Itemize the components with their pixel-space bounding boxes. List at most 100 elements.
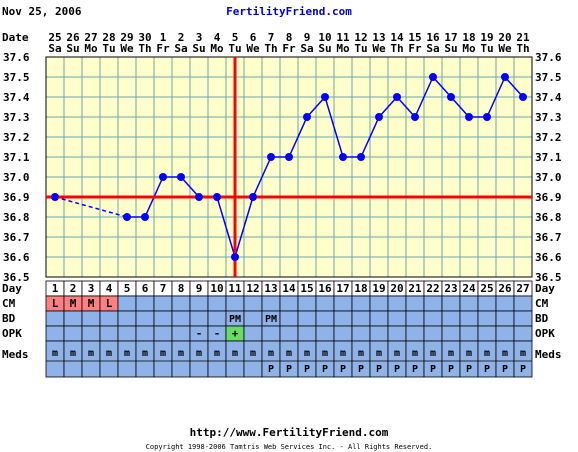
footer-url-link[interactable]: http://www.FertilityFriend.com	[190, 426, 389, 439]
date-day-number: 6	[250, 31, 257, 44]
temperature-point	[213, 193, 221, 201]
day-cell-value: 1	[52, 282, 59, 295]
meds-cell-bottom: P	[502, 364, 508, 375]
day-cell-value: 11	[228, 282, 242, 295]
cm-cell	[261, 295, 281, 312]
day-cell-value: 21	[408, 282, 422, 295]
plot-background	[46, 57, 532, 277]
temperature-point	[393, 93, 401, 101]
meds-cell	[81, 340, 101, 378]
day-cell-value: 18	[354, 282, 367, 295]
meds-cell	[135, 340, 155, 378]
date-day-number: 28	[102, 31, 115, 44]
date-weekday: Fr	[282, 42, 296, 55]
meds-cell	[117, 340, 137, 378]
date-weekday: We	[498, 42, 512, 55]
bd-cell	[315, 310, 335, 327]
cm-cell	[189, 295, 209, 312]
bd-cell	[351, 310, 371, 327]
cm-cell	[135, 295, 155, 312]
opk-cell	[495, 325, 515, 342]
opk-cell	[369, 325, 389, 342]
date-day-number: 3	[196, 31, 203, 44]
date-weekday: Su	[444, 42, 457, 55]
meds-cell-top: m	[430, 348, 436, 359]
temperature-point	[231, 253, 239, 261]
header-date: Nov 25, 2006	[2, 5, 82, 18]
meds-cell	[243, 340, 263, 378]
y-tick-label-right: 37.4	[535, 91, 562, 104]
day-cell-value: 22	[426, 282, 439, 295]
day-cell-value: 4	[106, 282, 113, 295]
day-cell-value: 2	[70, 282, 77, 295]
y-tick-label-right: 36.9	[535, 191, 562, 204]
y-tick-label-right: 37.0	[535, 171, 562, 184]
cm-row-label-left: CM	[2, 297, 16, 310]
opk-cell	[315, 325, 335, 342]
bd-cell	[45, 310, 65, 327]
bd-cell	[171, 310, 191, 327]
cm-cell	[423, 295, 443, 312]
temperature-point	[429, 73, 437, 81]
bd-cell	[207, 310, 227, 327]
y-tick-label-right: 37.5	[535, 71, 562, 84]
meds-cell-top: m	[160, 348, 166, 359]
meds-cell-top: m	[502, 348, 508, 359]
opk-cell	[135, 325, 155, 342]
opk-cell-value: -	[196, 327, 203, 340]
cm-cell	[369, 295, 389, 312]
date-day-number: 16	[426, 31, 440, 44]
date-weekday: Tu	[354, 42, 367, 55]
opk-cell-value: -	[214, 327, 221, 340]
meds-cell-top: m	[448, 348, 454, 359]
meds-cell	[63, 340, 83, 378]
temperature-point	[285, 153, 293, 161]
temperature-point	[321, 93, 329, 101]
day-cell-value: 12	[246, 282, 259, 295]
date-day-number: 15	[408, 31, 421, 44]
bd-cell	[117, 310, 137, 327]
meds-cell	[45, 340, 65, 378]
opk-cell	[405, 325, 425, 342]
y-tick-label-left: 36.6	[3, 251, 30, 264]
meds-cell-bottom: P	[358, 364, 364, 375]
cm-cell	[459, 295, 479, 312]
site-title-link[interactable]: FertilityFriend.com	[226, 5, 352, 18]
meds-cell	[225, 340, 245, 378]
day-cell-value: 17	[336, 282, 349, 295]
temperature-point	[177, 173, 185, 181]
day-cell-value: 16	[318, 282, 332, 295]
temperature-point	[501, 73, 509, 81]
day-cell-value: 13	[264, 282, 277, 295]
meds-cell-top: m	[322, 348, 328, 359]
temperature-line-segment	[504, 76, 524, 98]
y-tick-label-left: 37.4	[3, 91, 30, 104]
temperature-line-segment	[432, 76, 452, 98]
temperature-point	[411, 113, 419, 121]
meds-cell-top: m	[412, 348, 418, 359]
meds-cell-top: m	[304, 348, 310, 359]
opk-row-label-right: OPK	[535, 327, 555, 340]
date-day-number: 14	[390, 31, 404, 44]
meds-cell-top: m	[340, 348, 346, 359]
temperature-point	[519, 93, 527, 101]
temperature-point	[447, 93, 455, 101]
temperature-line-segment	[378, 96, 398, 118]
opk-cell	[81, 325, 101, 342]
y-tick-label-left: 36.8	[3, 211, 30, 224]
cm-cell-value: M	[88, 297, 95, 310]
date-weekday: Th	[264, 42, 277, 55]
date-day-number: 30	[138, 31, 151, 44]
date-day-number: 10	[318, 31, 331, 44]
meds-cell-bottom: P	[286, 364, 292, 375]
cm-cell	[405, 295, 425, 312]
date-weekday: Th	[390, 42, 403, 55]
temperature-point	[51, 193, 59, 201]
bd-cell	[63, 310, 83, 327]
temperature-line-segment	[288, 116, 308, 158]
meds-row-label-right: Meds	[535, 348, 562, 361]
y-tick-label-left: 37.3	[3, 111, 30, 124]
meds-row-label-left: Meds	[2, 348, 29, 361]
date-weekday: Sa	[300, 42, 313, 55]
cm-row-label-right: CM	[535, 297, 549, 310]
